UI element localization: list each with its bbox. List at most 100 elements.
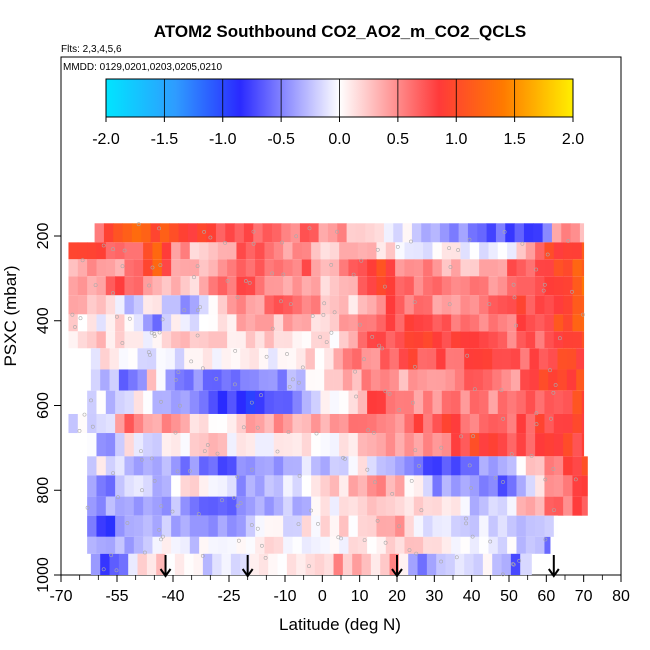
heatmap-cell	[311, 536, 321, 554]
arrow-markers	[159, 555, 560, 578]
heatmap-cell	[479, 413, 489, 434]
heatmap-cell	[87, 413, 97, 434]
observation-point	[294, 234, 299, 239]
heatmap-cell	[561, 223, 571, 243]
heatmap-cell	[367, 515, 377, 537]
heatmap-cell	[533, 223, 543, 243]
observation-point	[173, 430, 178, 435]
observation-point	[235, 295, 240, 300]
observation-point	[158, 263, 163, 268]
observation-point	[149, 330, 154, 335]
heatmap-cell	[301, 276, 312, 296]
heatmap-cell	[469, 276, 480, 296]
heatmap-band	[68, 331, 585, 349]
heatmap-cell	[96, 475, 107, 497]
heatmap-cell	[563, 496, 573, 516]
heatmap-cell	[488, 242, 499, 260]
heatmap-cell	[217, 475, 228, 497]
heatmap-cell	[152, 276, 163, 296]
heatmap-cell	[208, 276, 219, 296]
observation-point	[173, 377, 178, 382]
heatmap-cell	[152, 456, 163, 476]
heatmap-cell	[87, 276, 97, 296]
heatmap-cell	[563, 475, 573, 497]
heatmap-cell	[348, 496, 359, 516]
heatmap-cell	[497, 259, 508, 277]
heatmap-cell	[417, 369, 428, 391]
heatmap-cell	[301, 259, 312, 277]
heatmap-cell	[486, 223, 497, 243]
heatmap-cell	[329, 259, 340, 277]
heatmap-cell	[451, 259, 461, 277]
heatmap-cell	[146, 348, 157, 370]
heatmap-cell	[553, 433, 564, 457]
heatmap-cell	[283, 390, 293, 414]
observation-point	[501, 480, 505, 484]
heatmap-cell	[124, 259, 135, 277]
heatmap-cell	[292, 475, 303, 497]
heatmap-cell	[68, 242, 79, 260]
heatmap-cell	[268, 348, 278, 370]
observation-point	[413, 448, 418, 453]
observation-point	[454, 555, 459, 560]
heatmap-cell	[572, 413, 583, 434]
heatmap-cell	[329, 242, 340, 260]
heatmap-cell	[161, 295, 172, 315]
heatmap-cell	[199, 331, 209, 349]
observation-point	[149, 456, 154, 461]
heatmap-cell	[395, 496, 405, 516]
heatmap-cell	[348, 536, 359, 554]
observation-point	[517, 558, 522, 563]
observation-point	[467, 463, 472, 468]
heatmap-cell	[100, 369, 110, 391]
heatmap-cell	[245, 295, 256, 315]
colorbar-tick-label: -1.0	[209, 131, 237, 148]
heatmap-cell	[376, 242, 387, 260]
heatmap-cell	[133, 433, 144, 457]
heatmap-cell	[579, 223, 585, 243]
observation-point	[542, 282, 547, 287]
heatmap-cell	[551, 223, 562, 243]
heatmap-cell	[538, 369, 549, 391]
heatmap-cell	[482, 369, 493, 391]
heatmap-cell	[423, 536, 433, 554]
heatmap-cell	[432, 331, 443, 349]
heatmap-cell	[180, 314, 191, 332]
heatmap-cell	[544, 259, 555, 277]
observation-point	[529, 453, 534, 458]
heatmap-cell	[501, 369, 512, 391]
observation-point	[140, 488, 144, 493]
heatmap-cell	[355, 223, 366, 243]
arrow-marker	[547, 555, 560, 578]
heatmap-cell	[311, 259, 321, 277]
heatmap-cell	[385, 475, 396, 497]
heatmap-cell	[124, 276, 135, 296]
heatmap-cell	[402, 223, 413, 243]
heatmap-cell	[133, 390, 144, 414]
heatmap-cell	[535, 314, 545, 332]
heatmap-cell	[105, 314, 116, 332]
observation-point	[470, 534, 475, 539]
y-axis: 200 400 600 800 1000	[35, 223, 61, 593]
heatmap-cell	[273, 496, 284, 516]
heatmap-cell	[96, 390, 107, 414]
heatmap-cell	[408, 369, 418, 391]
heatmap-cell	[320, 496, 331, 516]
heatmap-cell	[380, 369, 390, 391]
heatmap-cell	[245, 536, 256, 554]
colorbar-tick-label: 0.5	[387, 131, 409, 148]
heatmap-cell	[525, 390, 536, 414]
y-tick-label: 1000	[35, 557, 52, 593]
heatmap-cell	[451, 536, 461, 554]
heatmap-cell	[333, 553, 344, 575]
heatmap-cell	[572, 259, 583, 277]
heatmap-cell	[469, 456, 480, 476]
heatmap-cell	[576, 369, 585, 391]
heatmap-cell	[423, 515, 433, 537]
observation-point	[464, 521, 469, 526]
heatmap-cell	[301, 456, 312, 476]
heatmap-cell	[581, 295, 585, 315]
heatmap-cell	[277, 348, 288, 370]
observation-point	[127, 316, 132, 321]
heatmap-cell	[189, 314, 200, 332]
